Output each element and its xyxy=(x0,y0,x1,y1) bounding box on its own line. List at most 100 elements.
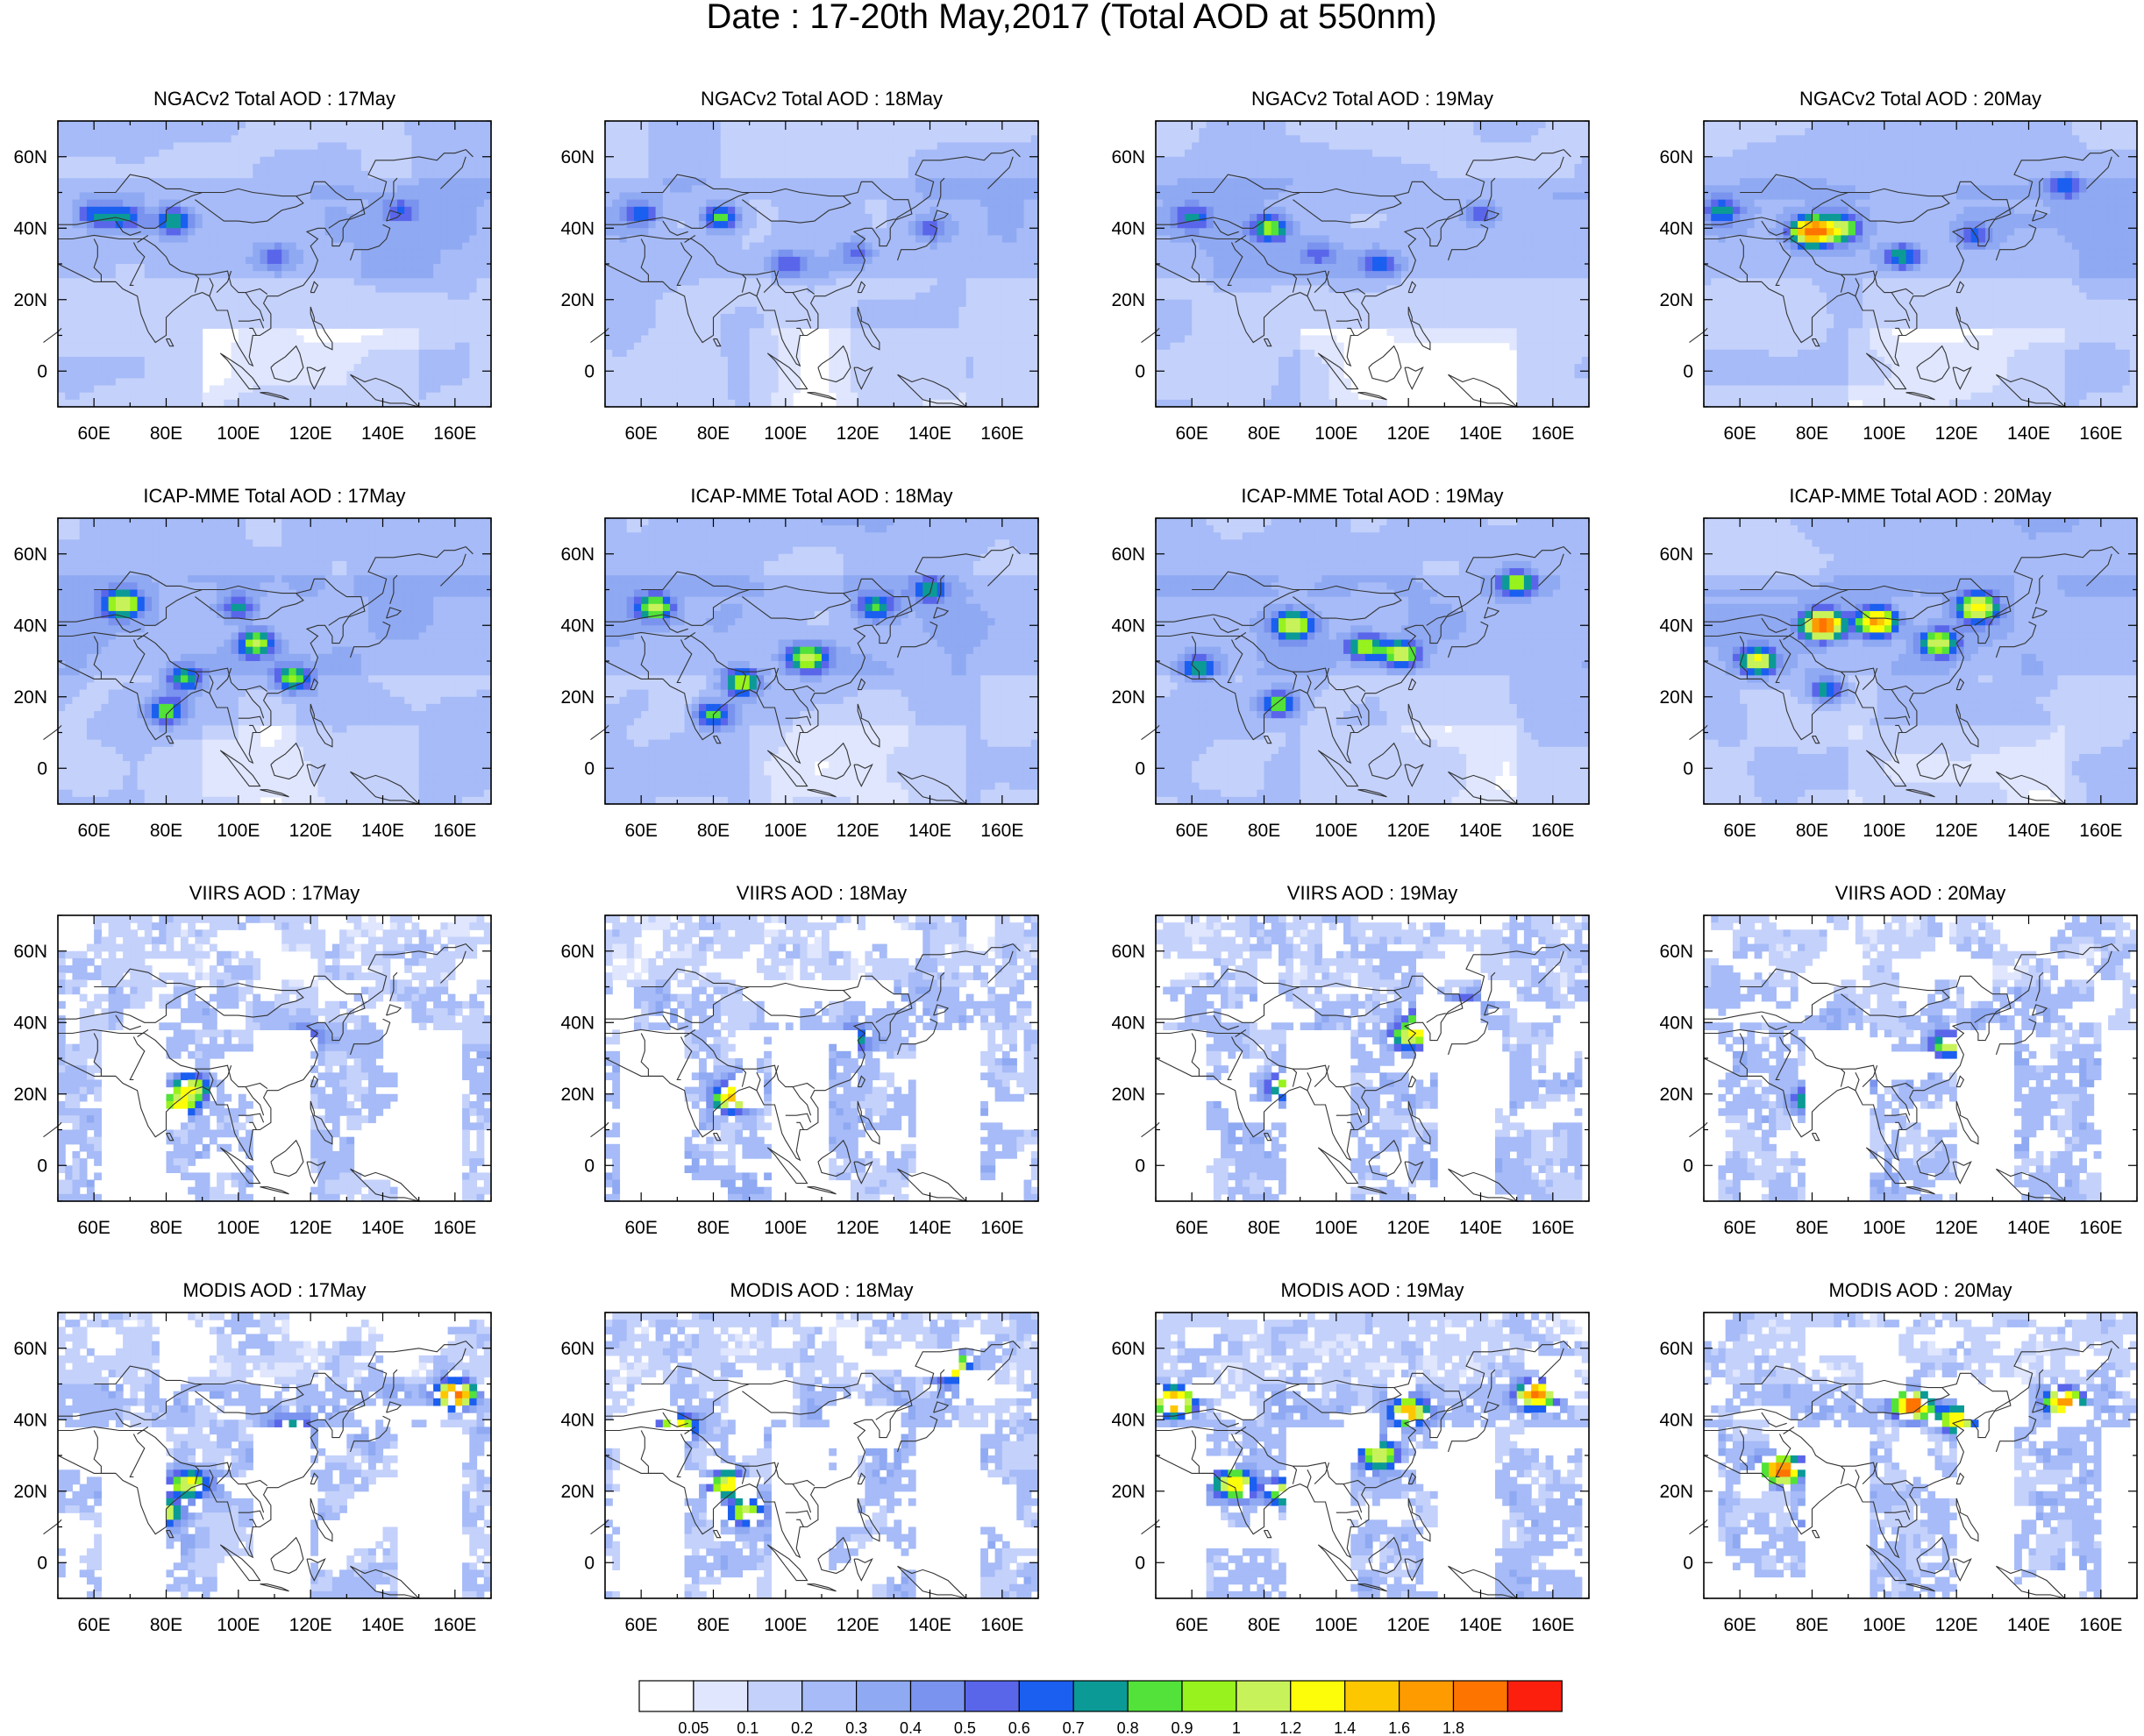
aod-cell xyxy=(455,171,463,179)
aod-cell xyxy=(94,164,102,172)
aod-cell xyxy=(281,150,289,158)
aod-cell xyxy=(404,185,412,193)
aod-cell xyxy=(844,150,851,158)
aod-cell xyxy=(619,157,627,165)
aod-cell xyxy=(174,278,182,286)
aod-cell xyxy=(455,264,463,272)
aod-cell xyxy=(426,250,434,258)
aod-cell xyxy=(317,193,325,201)
aod-cell xyxy=(217,164,224,172)
aod-cell xyxy=(246,142,253,150)
aod-cell xyxy=(94,128,102,136)
aod-cell xyxy=(397,243,405,251)
aod-cell xyxy=(426,257,434,265)
aod-cell xyxy=(267,150,275,158)
aod-cell xyxy=(462,314,470,322)
aod-cell xyxy=(383,386,391,394)
aod-cell xyxy=(397,214,405,222)
aod-cell xyxy=(224,135,231,143)
aod-cell xyxy=(109,228,117,236)
aod-cell xyxy=(469,343,477,351)
aod-cell xyxy=(109,221,117,229)
aod-cell xyxy=(462,285,470,293)
aod-cell xyxy=(721,164,729,172)
aod-cell xyxy=(325,207,333,215)
aod-cell xyxy=(1009,193,1017,201)
aod-cell xyxy=(217,386,224,394)
aod-cell xyxy=(246,378,253,386)
aod-cell xyxy=(138,350,146,358)
aod-cell xyxy=(966,193,974,201)
aod-cell xyxy=(109,164,117,172)
aod-cell xyxy=(303,307,311,315)
aod-cell xyxy=(404,221,412,229)
aod-cell xyxy=(116,300,124,308)
aod-cell xyxy=(253,321,260,329)
aod-cell xyxy=(145,142,153,150)
aod-cell xyxy=(346,228,354,236)
aod-cell xyxy=(303,314,311,322)
aod-cell xyxy=(239,386,246,394)
aod-cell xyxy=(851,185,858,193)
aod-cell xyxy=(477,250,485,258)
aod-cell xyxy=(951,150,959,158)
aod-cell xyxy=(325,300,333,308)
aod-cell xyxy=(368,185,376,193)
aod-cell xyxy=(203,150,210,158)
aod-cell xyxy=(433,164,441,172)
aod-cell xyxy=(239,150,246,158)
aod-cell xyxy=(361,121,369,129)
aod-cell xyxy=(980,178,988,186)
aod-cell xyxy=(692,193,700,201)
aod-cell xyxy=(887,128,894,136)
aod-cell xyxy=(203,221,210,229)
aod-cell xyxy=(368,121,376,129)
aod-cell xyxy=(65,343,73,351)
aod-cell xyxy=(873,135,880,143)
aod-cell xyxy=(174,171,182,179)
aod-cell xyxy=(1002,185,1010,193)
aod-cell xyxy=(101,321,109,329)
aod-cell xyxy=(138,343,146,351)
aod-cell xyxy=(361,271,369,279)
aod-cell xyxy=(375,164,383,172)
aod-cell xyxy=(303,393,311,401)
aod-cell xyxy=(203,264,210,272)
aod-cell xyxy=(303,135,311,143)
aod-cell xyxy=(109,300,117,308)
aod-cell xyxy=(390,164,398,172)
aod-cell xyxy=(267,207,275,215)
aod-cell xyxy=(634,150,642,158)
aod-cell xyxy=(973,171,981,179)
aod-cell xyxy=(130,364,138,372)
aod-cell xyxy=(742,142,750,150)
aod-cell xyxy=(87,285,95,293)
aod-cell xyxy=(411,185,419,193)
aod-cell xyxy=(448,357,456,365)
aod-cell xyxy=(58,314,66,322)
aod-cell xyxy=(325,386,333,394)
aod-cell xyxy=(239,200,246,208)
x-tick-label: 160E xyxy=(433,423,476,444)
aod-cell xyxy=(1002,171,1010,179)
aod-cell xyxy=(101,271,109,279)
aod-cell xyxy=(72,257,80,265)
aod-cell xyxy=(714,193,722,201)
aod-cell xyxy=(663,171,671,179)
aod-cell xyxy=(138,378,146,386)
aod-cell xyxy=(354,200,362,208)
aod-cell xyxy=(448,278,456,286)
aod-cell xyxy=(397,157,405,165)
aod-cell xyxy=(685,121,693,129)
aod-cell xyxy=(714,128,722,136)
aod-cell xyxy=(873,171,880,179)
aod-cell xyxy=(288,321,296,329)
aod-cell xyxy=(634,200,642,208)
aod-cell xyxy=(851,128,858,136)
aod-cell xyxy=(361,228,369,236)
aod-cell xyxy=(663,128,671,136)
aod-cell xyxy=(750,171,758,179)
aod-cell xyxy=(619,128,627,136)
aod-cell xyxy=(469,300,477,308)
aod-cell xyxy=(419,328,427,336)
